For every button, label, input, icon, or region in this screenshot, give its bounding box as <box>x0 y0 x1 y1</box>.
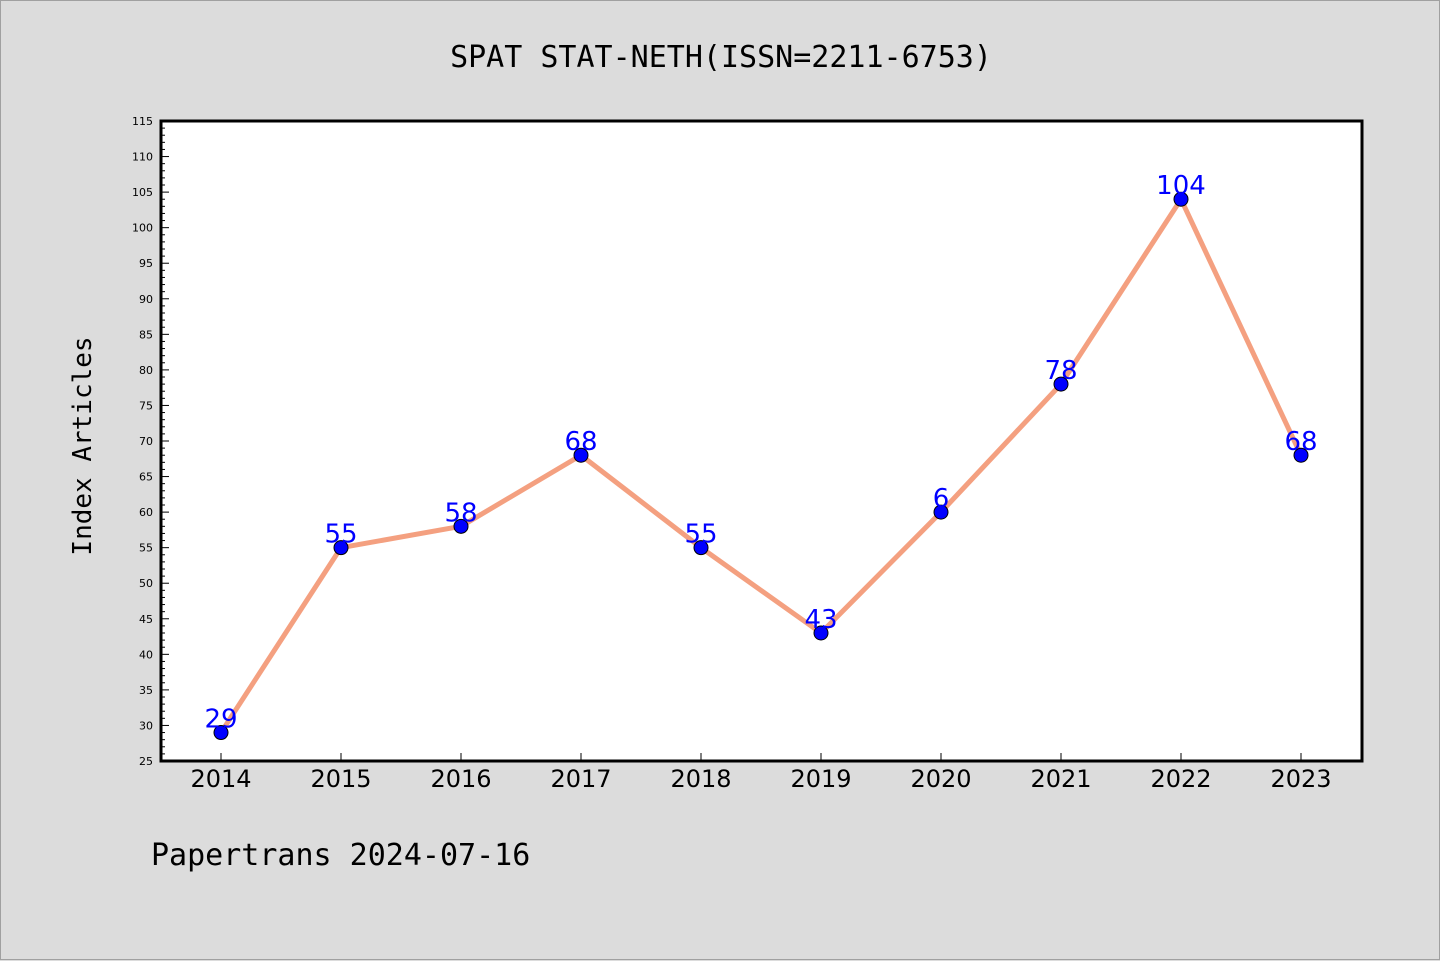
y-tick-label: 40 <box>139 648 153 661</box>
y-tick-label: 55 <box>139 542 153 555</box>
data-point <box>573 447 589 463</box>
x-tick-label: 2015 <box>310 765 371 793</box>
y-tick-label: 110 <box>132 151 153 164</box>
x-tick-label: 2022 <box>1150 765 1211 793</box>
x-tick-label: 2021 <box>1030 765 1091 793</box>
series-line <box>218 196 1304 736</box>
y-tick-label: 35 <box>139 684 153 697</box>
y-tick-label: 45 <box>139 613 153 626</box>
data-labels: 29 55 58 68 55 43 6 78 104 68 <box>204 171 1317 734</box>
data-label: 104 <box>1156 171 1206 201</box>
y-tick-label: 80 <box>139 364 153 377</box>
data-point <box>213 725 229 741</box>
data-label: 43 <box>804 605 837 635</box>
data-point <box>333 540 349 556</box>
footer-credit: Papertrans 2024-07-16 <box>151 838 530 873</box>
data-label: 58 <box>444 498 477 528</box>
data-label: 55 <box>324 520 357 550</box>
y-tick-label: 25 <box>139 755 153 768</box>
x-tick-label: 2017 <box>550 765 611 793</box>
x-axis-ticks: 2014 2015 2016 2017 2018 2019 2020 2021 2022 2023 <box>190 753 1332 793</box>
y-tick-label: 105 <box>132 186 153 199</box>
data-point <box>1053 376 1069 392</box>
data-label: 29 <box>204 705 237 735</box>
x-tick-label: 2023 <box>1270 765 1331 793</box>
data-label: 78 <box>1044 356 1077 386</box>
data-markers <box>213 191 1309 741</box>
x-tick-label: 2020 <box>910 765 971 793</box>
data-label: 6 <box>933 484 950 514</box>
x-tick-label: 2019 <box>790 765 851 793</box>
x-tick-label: 2016 <box>430 765 491 793</box>
data-point <box>693 540 709 556</box>
data-point <box>933 504 949 520</box>
y-axis-label: Index Articles <box>68 336 98 555</box>
data-point <box>453 518 469 534</box>
y-tick-label: 70 <box>139 435 153 448</box>
y-tick-label: 85 <box>139 328 153 341</box>
y-tick-label: 100 <box>132 222 153 235</box>
data-point <box>1173 191 1189 207</box>
plot-area <box>161 121 1362 761</box>
x-tick-label: 2014 <box>190 765 251 793</box>
data-label: 55 <box>684 520 717 550</box>
data-point <box>1293 447 1309 463</box>
y-tick-label: 95 <box>139 257 153 270</box>
y-tick-label: 30 <box>139 719 153 732</box>
data-label: 68 <box>564 427 597 457</box>
y-tick-label: 65 <box>139 471 153 484</box>
y-tick-label: 60 <box>139 506 153 519</box>
x-tick-label: 2018 <box>670 765 731 793</box>
data-label: 68 <box>1284 427 1317 457</box>
data-point <box>813 625 829 641</box>
y-tick-label: 115 <box>132 115 153 128</box>
y-tick-label: 75 <box>139 399 153 412</box>
y-tick-label: 90 <box>139 293 153 306</box>
plot-border <box>159 119 1364 763</box>
chart-title: SPAT STAT-NETH(ISSN=2211-6753) <box>450 40 992 75</box>
y-tick-label: 50 <box>139 577 153 590</box>
